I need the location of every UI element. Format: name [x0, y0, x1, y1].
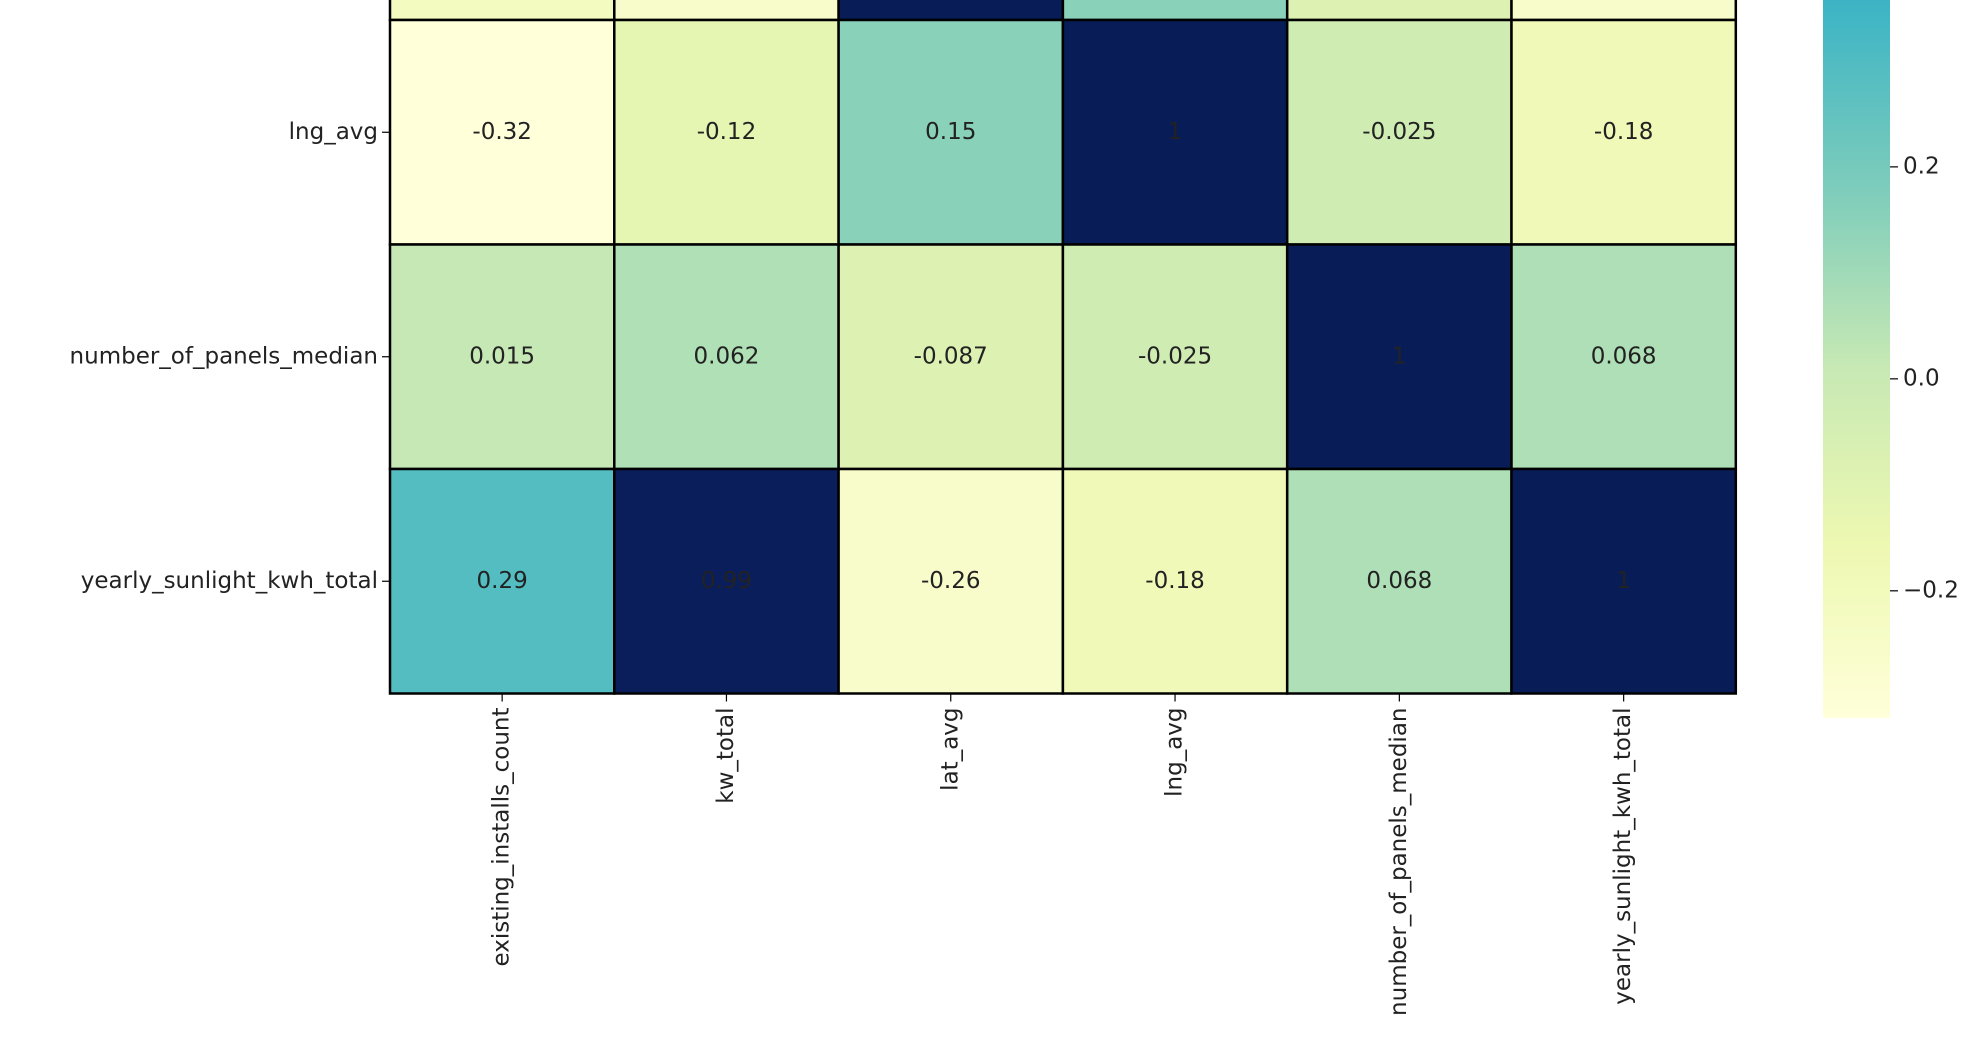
heatmap-cell: [613, 243, 840, 471]
y-tick-label: lng_avg: [289, 119, 378, 145]
colorbar-tick-label: −0.2: [1903, 577, 1959, 603]
cell-annotation: -0.087: [914, 343, 988, 369]
heatmap-cell: [1510, 243, 1738, 471]
cell-annotation: 0.15: [925, 119, 976, 145]
heatmap-cell: [388, 467, 616, 695]
cell-annotation: 1: [1168, 119, 1183, 145]
x-tick-label: existing_installs_count: [489, 708, 515, 967]
cell-annotation: 1: [1616, 568, 1631, 594]
heatmap-cell: [388, 18, 616, 246]
heatmap-cell: [1510, 467, 1738, 695]
colorbar: [1823, 0, 1890, 718]
cell-annotation: -0.32: [472, 119, 532, 145]
cell-annotation: 0.068: [1366, 568, 1432, 594]
cell-annotation: -0.025: [1362, 119, 1436, 145]
x-tick-label: number_of_panels_median: [1386, 708, 1412, 1016]
cell-annotation: -0.025: [1138, 343, 1212, 369]
cell-annotation: -0.12: [697, 119, 757, 145]
heatmap-cell: [837, 467, 1065, 695]
cell-annotation: 0.062: [694, 343, 760, 369]
x-tick-label: yearly_sunlight_kwh_total: [1610, 708, 1636, 1005]
heatmap-cell: [1285, 467, 1513, 695]
heatmap-cell: [613, 467, 840, 695]
heatmap-cell: [388, 0, 616, 22]
heatmap-cell: [1285, 18, 1513, 246]
y-tick-label: yearly_sunlight_kwh_total: [81, 568, 378, 594]
cell-annotation: 0.015: [469, 343, 535, 369]
cell-annotation: 0.29: [477, 568, 528, 594]
heatmap-cell: [613, 18, 840, 246]
heatmap-cell: [837, 0, 1065, 22]
cell-annotation: 0.99: [701, 568, 752, 594]
y-tick-label: number_of_panels_median: [70, 343, 378, 369]
heatmap-cell: [1285, 0, 1513, 22]
cell-annotation: -0.26: [921, 568, 981, 594]
heatmap-cell: [1061, 243, 1289, 471]
heatmap-cell: [1510, 18, 1738, 246]
heatmap-cell: [1061, 18, 1289, 246]
cell-annotation: 0.068: [1591, 343, 1657, 369]
x-tick-label: kw_total: [713, 708, 739, 804]
heatmap-cell: [1061, 467, 1289, 695]
colorbar-tick-label: 0.2: [1903, 153, 1940, 179]
heatmap-cell: [837, 18, 1065, 246]
colorbar-tick-label: 0.0: [1903, 365, 1940, 391]
x-tick-label: lng_avg: [1162, 708, 1188, 797]
cell-annotation: 1: [1392, 343, 1407, 369]
x-tick-label: lat_avg: [937, 708, 963, 791]
heatmap-cell: [1510, 0, 1738, 22]
cell-annotation: -0.18: [1145, 568, 1205, 594]
heatmap-cell: [613, 0, 840, 22]
heatmap-cell: [1061, 0, 1289, 22]
cell-annotation: -0.18: [1594, 119, 1654, 145]
